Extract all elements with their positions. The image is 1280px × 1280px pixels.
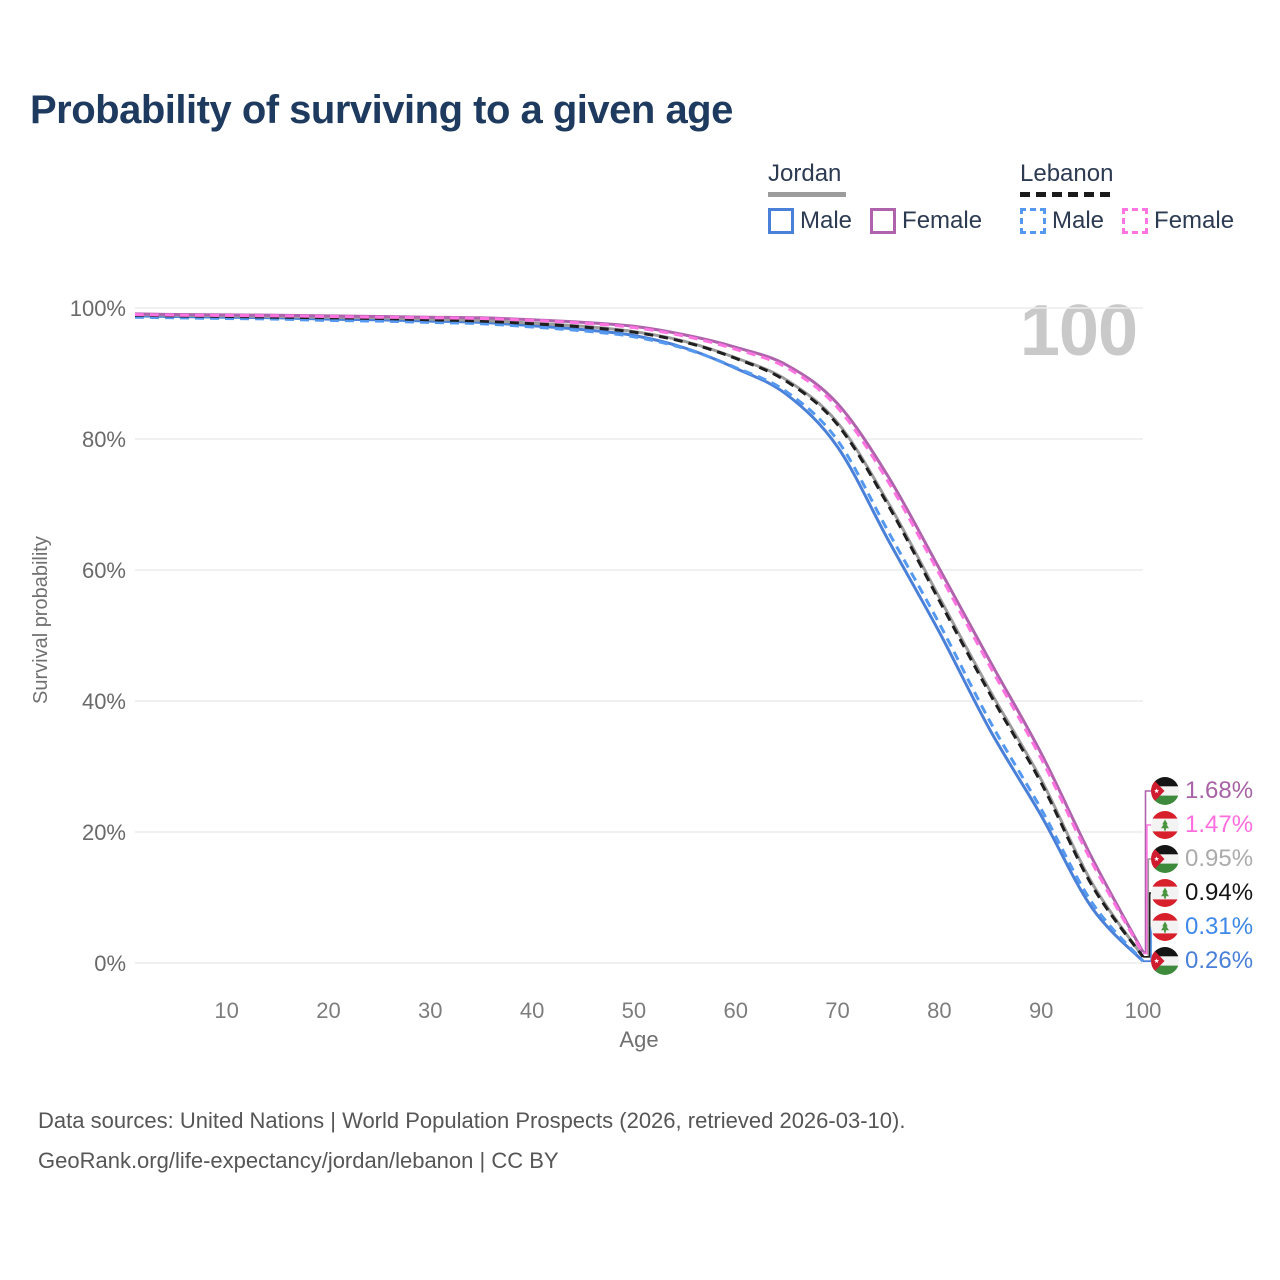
y-tick-label: 60% xyxy=(82,558,126,583)
line-jordan-female[interactable] xyxy=(134,312,1145,953)
leader-lebanon-female xyxy=(1143,824,1151,955)
end-value: 0.26% xyxy=(1185,947,1254,974)
end-label-lebanon-male: 0.31% xyxy=(1151,913,1253,941)
end-label-jordan-both: 0.95% xyxy=(1151,845,1253,873)
end-label-jordan-female: 1.68% xyxy=(1151,777,1253,805)
y-tick-label: 40% xyxy=(82,689,126,714)
age-watermark: 100 xyxy=(1019,291,1138,371)
lebanon-flag-icon xyxy=(1151,913,1179,941)
legend-swatch-jordan-female[interactable] xyxy=(870,208,897,234)
end-label-jordan-male: 0.26% xyxy=(1151,947,1253,975)
legend-group-jordan: Jordan Male Female xyxy=(768,160,1000,235)
jordan-linestyle-swatch xyxy=(768,192,846,197)
lebanon-flag-icon xyxy=(1151,879,1179,907)
end-value: 0.31% xyxy=(1185,913,1254,940)
lebanon-flag-icon xyxy=(1151,811,1179,839)
y-tick-label: 20% xyxy=(82,820,126,845)
page-title: Probability of surviving to a given age xyxy=(30,88,733,132)
end-label-lebanon-female: 1.47% xyxy=(1151,811,1253,839)
x-tick-label: 40 xyxy=(520,998,544,1023)
legend-group-lebanon: Lebanon Male Female xyxy=(1020,160,1252,235)
x-tick-label: 30 xyxy=(418,998,442,1023)
x-tick-label: 80 xyxy=(927,998,951,1023)
legend-country-lebanon[interactable]: Lebanon xyxy=(1020,160,1114,187)
leader-jordan-female xyxy=(1143,790,1151,953)
attribution-line: GeoRank.org/life-expectancy/jordan/leban… xyxy=(38,1148,559,1173)
legend-label-lebanon-male[interactable]: Male xyxy=(1052,207,1105,234)
legend-swatch-lebanon-male[interactable] xyxy=(1020,208,1046,234)
jordan-flag-icon xyxy=(1151,845,1179,873)
line-lebanon-male[interactable] xyxy=(134,315,1145,962)
x-tick-label: 90 xyxy=(1029,998,1053,1023)
line-jordan-male[interactable] xyxy=(134,314,1145,963)
y-tick-label: 0% xyxy=(94,951,126,976)
legend-label-jordan-female[interactable]: Female xyxy=(902,207,983,234)
line-jordan-both[interactable] xyxy=(134,313,1145,958)
y-tick-label: 100% xyxy=(70,296,126,321)
line-lebanon-both[interactable] xyxy=(134,313,1145,958)
end-value: 1.68% xyxy=(1185,777,1254,804)
line-lebanon-female[interactable] xyxy=(134,313,1145,955)
jordan-flag-icon xyxy=(1151,947,1179,975)
end-value: 1.47% xyxy=(1185,811,1254,838)
legend-label-jordan-male[interactable]: Male xyxy=(800,207,853,234)
legend-items-jordan: Male Female xyxy=(768,207,1000,235)
x-tick-label: 20 xyxy=(316,998,340,1023)
leader-lebanon-both xyxy=(1143,892,1151,958)
data-sources-line: Data sources: United Nations | World Pop… xyxy=(38,1108,906,1133)
legend-swatch-lebanon-female[interactable] xyxy=(1122,208,1149,234)
x-tick-label: 100 xyxy=(1125,998,1162,1023)
x-axis-title: Age xyxy=(619,1027,659,1052)
legend-swatch-jordan-male[interactable] xyxy=(768,208,794,234)
end-value: 0.94% xyxy=(1185,879,1254,906)
x-tick-label: 50 xyxy=(622,998,646,1023)
legend-label-lebanon-female[interactable]: Female xyxy=(1154,207,1235,234)
jordan-flag-icon xyxy=(1151,777,1179,805)
x-tick-label: 70 xyxy=(825,998,849,1023)
x-tick-label: 60 xyxy=(723,998,747,1023)
end-value: 0.95% xyxy=(1185,845,1254,872)
y-axis-title: Survival probability xyxy=(30,536,52,704)
y-tick-label: 80% xyxy=(82,427,126,452)
legend-country-jordan[interactable]: Jordan xyxy=(768,160,842,187)
legend-items-lebanon: Male Female xyxy=(1020,207,1252,235)
end-label-lebanon-both: 0.94% xyxy=(1151,879,1253,907)
lebanon-linestyle-swatch xyxy=(1020,192,1116,197)
x-tick-label: 10 xyxy=(214,998,238,1023)
